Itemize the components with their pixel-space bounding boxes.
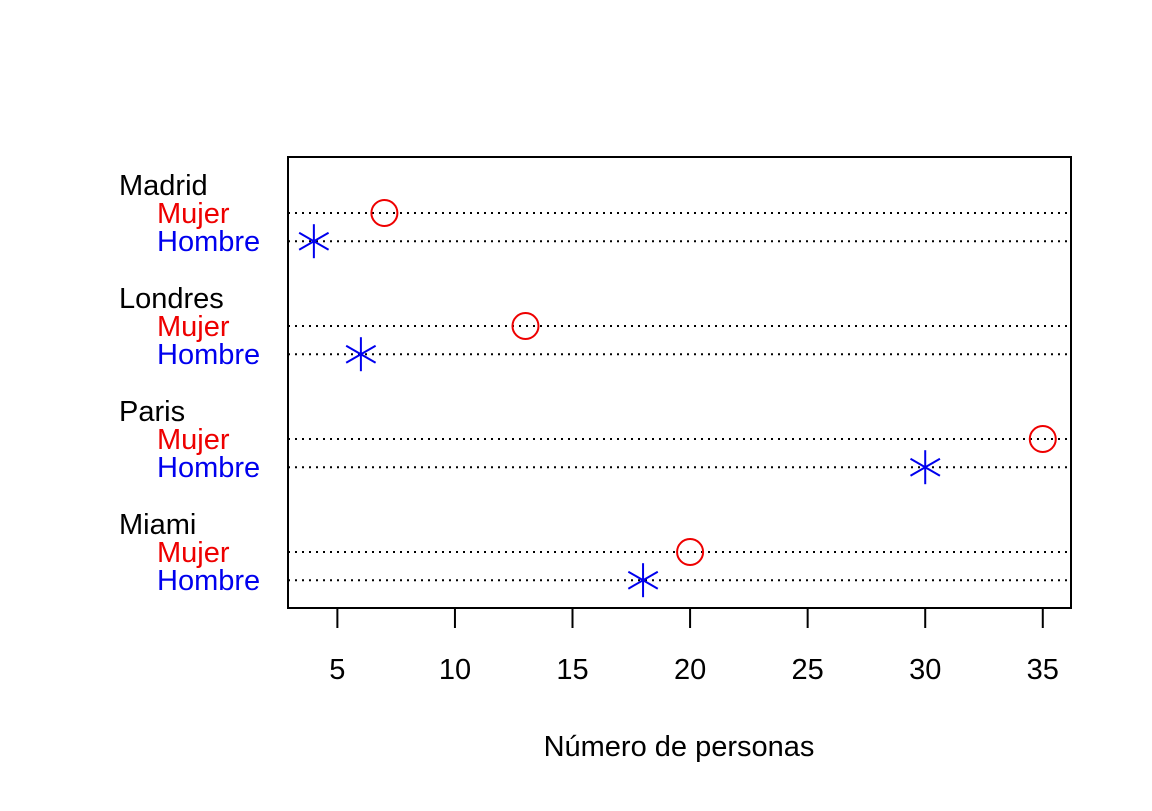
row-label: Hombre xyxy=(157,339,260,371)
x-tick-label: 20 xyxy=(674,654,706,686)
row-label: Hombre xyxy=(157,226,260,258)
asterisk-marker xyxy=(345,337,377,372)
data-markers xyxy=(298,199,1057,598)
x-tick-label: 15 xyxy=(556,654,588,686)
x-tick-label: 5 xyxy=(329,654,345,686)
x-tick-label: 10 xyxy=(439,654,471,686)
row-label: Mujer xyxy=(157,424,230,456)
row-gridlines xyxy=(288,212,1071,582)
group-label: Madrid xyxy=(119,170,208,202)
row-label: Hombre xyxy=(157,565,260,597)
circle-marker xyxy=(511,312,540,340)
row-label: Mujer xyxy=(157,311,230,343)
row-label: Hombre xyxy=(157,452,260,484)
asterisk-marker xyxy=(298,224,330,259)
x-axis-ticks: 5 10 15 20 25 30 35 xyxy=(329,608,1059,686)
circle-marker xyxy=(676,538,705,566)
asterisk-marker xyxy=(909,450,941,485)
asterisk-marker xyxy=(627,563,659,598)
circle-marker xyxy=(1028,425,1057,453)
row-label: Mujer xyxy=(157,537,230,569)
plot-frame xyxy=(287,156,1072,609)
row-labels: MadridMujerHombreLondresMujerHombreParis… xyxy=(119,170,260,597)
group-label: Miami xyxy=(119,509,196,541)
group-label: Paris xyxy=(119,396,185,428)
group-label: Londres xyxy=(119,283,224,315)
x-tick-label: 30 xyxy=(909,654,941,686)
x-tick-label: 25 xyxy=(792,654,824,686)
x-tick-label: 35 xyxy=(1027,654,1059,686)
circle-marker xyxy=(370,199,399,227)
x-axis-title: Número de personas xyxy=(544,731,815,763)
row-label: Mujer xyxy=(157,198,230,230)
